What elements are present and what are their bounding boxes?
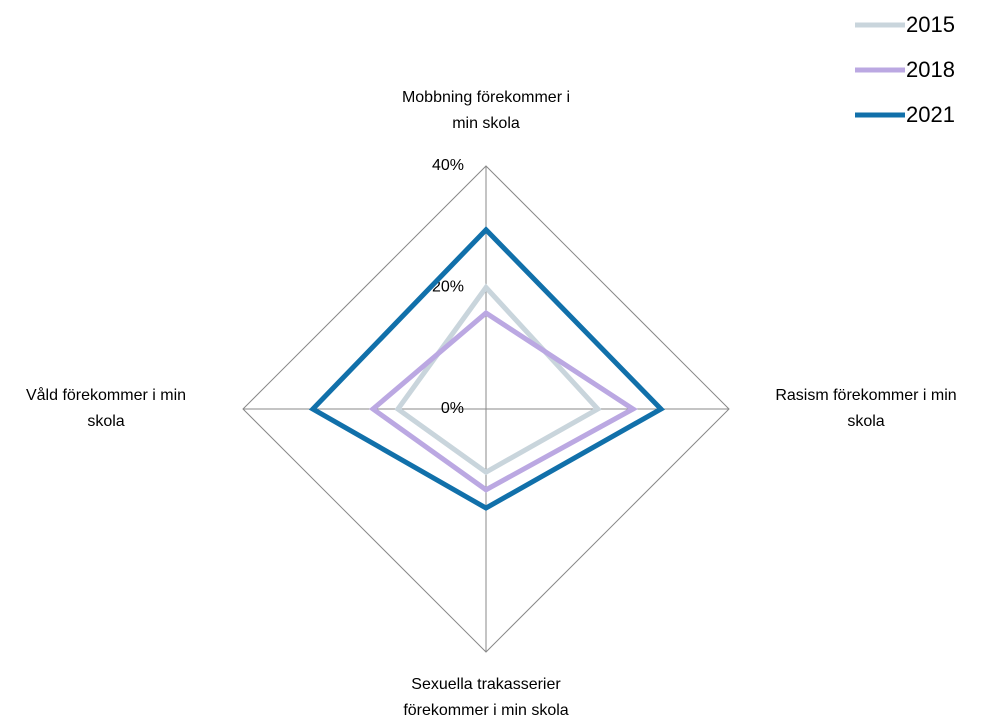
category-label: Sexuella trakasserier [411, 676, 561, 693]
series-line [394, 283, 602, 476]
category-label: skola [847, 413, 884, 430]
category-label: min skola [452, 115, 520, 132]
r-tick-label: 40% [432, 157, 464, 174]
legend-label: 2021 [906, 102, 955, 127]
series-line [368, 309, 638, 493]
category-label: förekommer i min skola [403, 702, 568, 719]
legend-label: 2018 [906, 57, 955, 82]
r-tick-label: 20% [432, 279, 464, 296]
r-tick-label: 0% [441, 400, 464, 417]
category-label: Mobbning förekommer i [402, 89, 570, 106]
category-label: Våld förekommer i min [26, 386, 186, 404]
series-line [308, 226, 666, 511]
category-label: Rasism förekommer i min [775, 387, 956, 404]
legend-label: 2015 [906, 12, 955, 37]
category-label: skola [87, 413, 124, 430]
